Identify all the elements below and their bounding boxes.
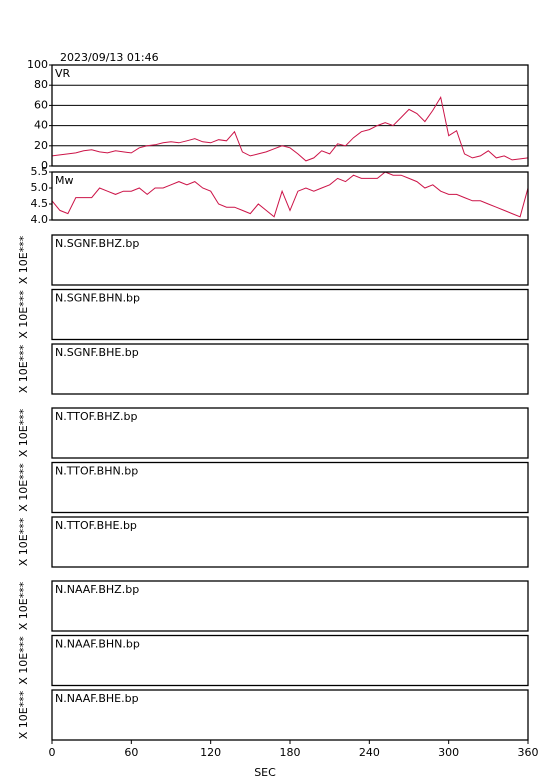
waveform-label: N.TTOF.BHE.bp: [55, 519, 137, 532]
plot-frame: [51, 171, 529, 221]
waveform-label: N.SGNF.BHE.bp: [55, 346, 139, 359]
y-tick-label: 80: [34, 78, 48, 91]
scale-label: X 10E***: [17, 690, 30, 739]
scale-label: X 10E***: [17, 581, 30, 630]
scale-label: X 10E***: [17, 636, 30, 685]
waveform-frame: [51, 516, 529, 568]
waveform-frame: [51, 288, 529, 341]
waveform-frame: [51, 634, 529, 687]
series-line: [52, 95, 528, 162]
panel-label: Mw: [55, 174, 74, 187]
figure-title: 2023/09/13 01:46: [60, 51, 159, 64]
waveform-label: N.NAAF.BHN.bp: [55, 638, 140, 651]
y-tick-label: 40: [34, 119, 48, 132]
x-tick-label: 60: [124, 746, 138, 759]
x-tick-label: 0: [49, 746, 56, 759]
series-line: [52, 172, 528, 218]
waveform-label: N.NAAF.BHE.bp: [55, 692, 139, 705]
y-tick-label: 100: [27, 58, 48, 71]
waveform-frame: [51, 580, 529, 632]
waveform-label: N.NAAF.BHZ.bp: [55, 583, 139, 596]
waveform-label: N.SGNF.BHZ.bp: [55, 237, 139, 250]
scale-label: X 10E***: [17, 517, 30, 566]
scale-label: X 10E***: [17, 235, 30, 284]
waveform-label: N.SGNF.BHN.bp: [55, 292, 140, 305]
y-tick-label: 4.5: [31, 197, 49, 210]
y-tick-label: 5.0: [31, 181, 49, 194]
waveform-frame: [51, 234, 529, 286]
waveform-label: N.TTOF.BHZ.bp: [55, 410, 138, 423]
waveform-frame: [51, 461, 529, 514]
waveform-frame: [51, 343, 529, 395]
scale-label: X 10E***: [17, 408, 30, 457]
scale-label: X 10E***: [17, 463, 30, 512]
x-tick-label: 360: [518, 746, 539, 759]
panel-label: VR: [55, 67, 71, 80]
y-tick-label: 20: [34, 139, 48, 152]
x-axis-label: SEC: [254, 766, 276, 779]
waveform-label: N.TTOF.BHN.bp: [55, 465, 138, 478]
scale-label: X 10E***: [17, 290, 30, 339]
y-tick-label: 0: [41, 159, 48, 172]
x-tick-label: 120: [200, 746, 221, 759]
waveform-frame: [51, 407, 529, 459]
x-tick-label: 240: [359, 746, 380, 759]
y-tick-label: 60: [34, 98, 48, 111]
y-tick-label: 4.0: [31, 213, 49, 226]
y-tick-label: 5.5: [31, 165, 49, 178]
x-tick-label: 300: [438, 746, 459, 759]
plot-frame: [51, 64, 529, 167]
scale-label: X 10E***: [17, 344, 30, 393]
x-tick-label: 180: [280, 746, 301, 759]
